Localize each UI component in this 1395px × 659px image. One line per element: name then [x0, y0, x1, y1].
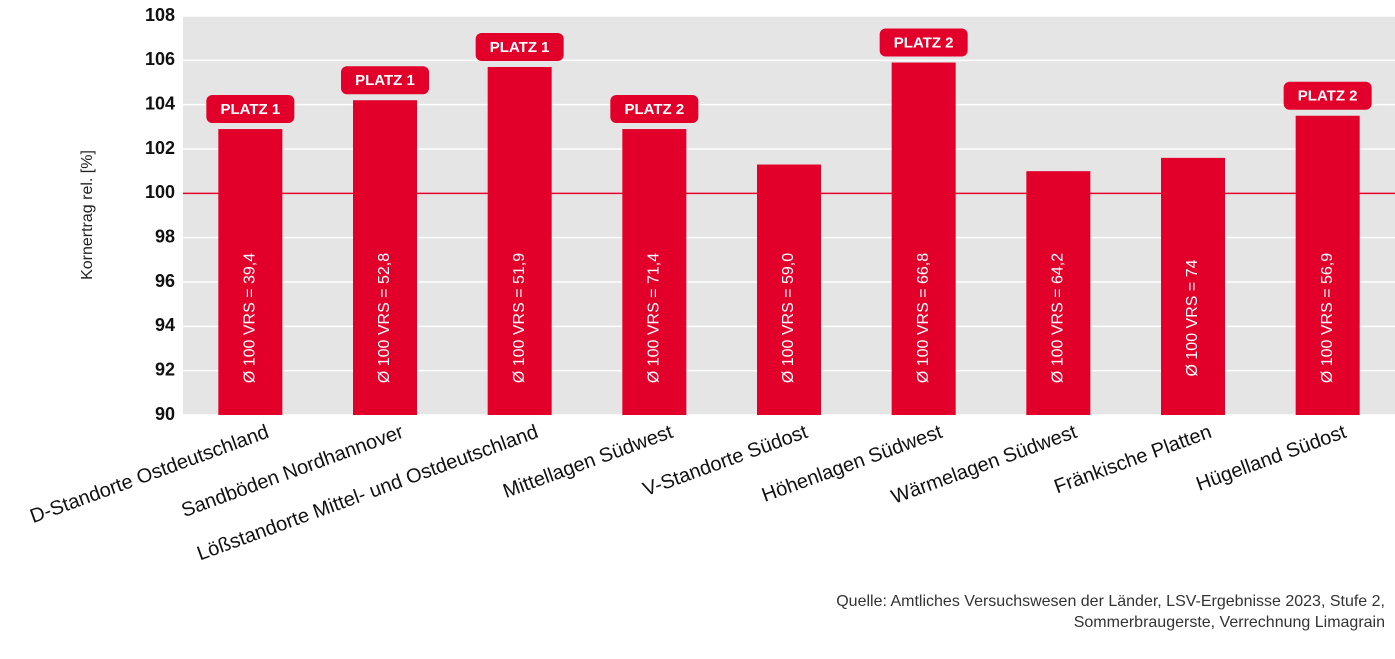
source: Quelle: Amtliches Versuchswesen der Länd…	[836, 593, 1385, 610]
badge-label: PLATZ 1	[490, 39, 550, 56]
bar-label: Ø 100 VRS = 51,9	[511, 253, 528, 383]
bar-label: Ø 100 VRS = 59,0	[780, 253, 797, 383]
y-tick-label: 108	[145, 5, 175, 25]
y-tick-label: 94	[155, 315, 175, 335]
bar-label: Ø 100 VRS = 56,9	[1319, 253, 1336, 383]
badge-label: PLATZ 1	[355, 72, 415, 89]
bar-label: Ø 100 VRS = 39,4	[242, 253, 259, 383]
badge-label: PLATZ 2	[624, 101, 684, 118]
x-tick-label: D-Standorte Ostdeutschland	[27, 421, 272, 528]
bar-label: Ø 100 VRS = 64,2	[1050, 253, 1067, 383]
y-tick-label: 90	[155, 404, 175, 424]
y-tick-label: 106	[145, 49, 175, 69]
bar-label: Ø 100 VRS = 66,8	[915, 253, 932, 383]
y-tick-label: 92	[155, 359, 175, 379]
y-tick-label: 104	[145, 93, 175, 113]
bar-label: Ø 100 VRS = 52,8	[376, 253, 393, 383]
y-tick-label: 102	[145, 138, 175, 158]
chart: Kornertrag rel. [%] Quelle: Amtliches Ve…	[0, 0, 1395, 659]
badge-label: PLATZ 2	[1298, 88, 1358, 105]
x-tick-label: Hügelland Südost	[1193, 421, 1349, 496]
x-tick-label: Sandböden Nordhannover	[179, 421, 407, 522]
badge-label: PLATZ 1	[220, 101, 280, 118]
source: Sommerbraugerste, Verrechnung Limagrain	[1074, 614, 1385, 631]
bar-label: Ø 100 VRS = 71,4	[646, 253, 663, 383]
y-axis-label: Kornertrag rel. [%]	[79, 150, 96, 280]
y-tick-label: 100	[145, 182, 175, 202]
y-tick-label: 98	[155, 226, 175, 246]
bar-label: Ø 100 VRS = 74	[1184, 259, 1201, 376]
badge-label: PLATZ 2	[894, 35, 954, 52]
y-tick-label: 96	[155, 271, 175, 291]
